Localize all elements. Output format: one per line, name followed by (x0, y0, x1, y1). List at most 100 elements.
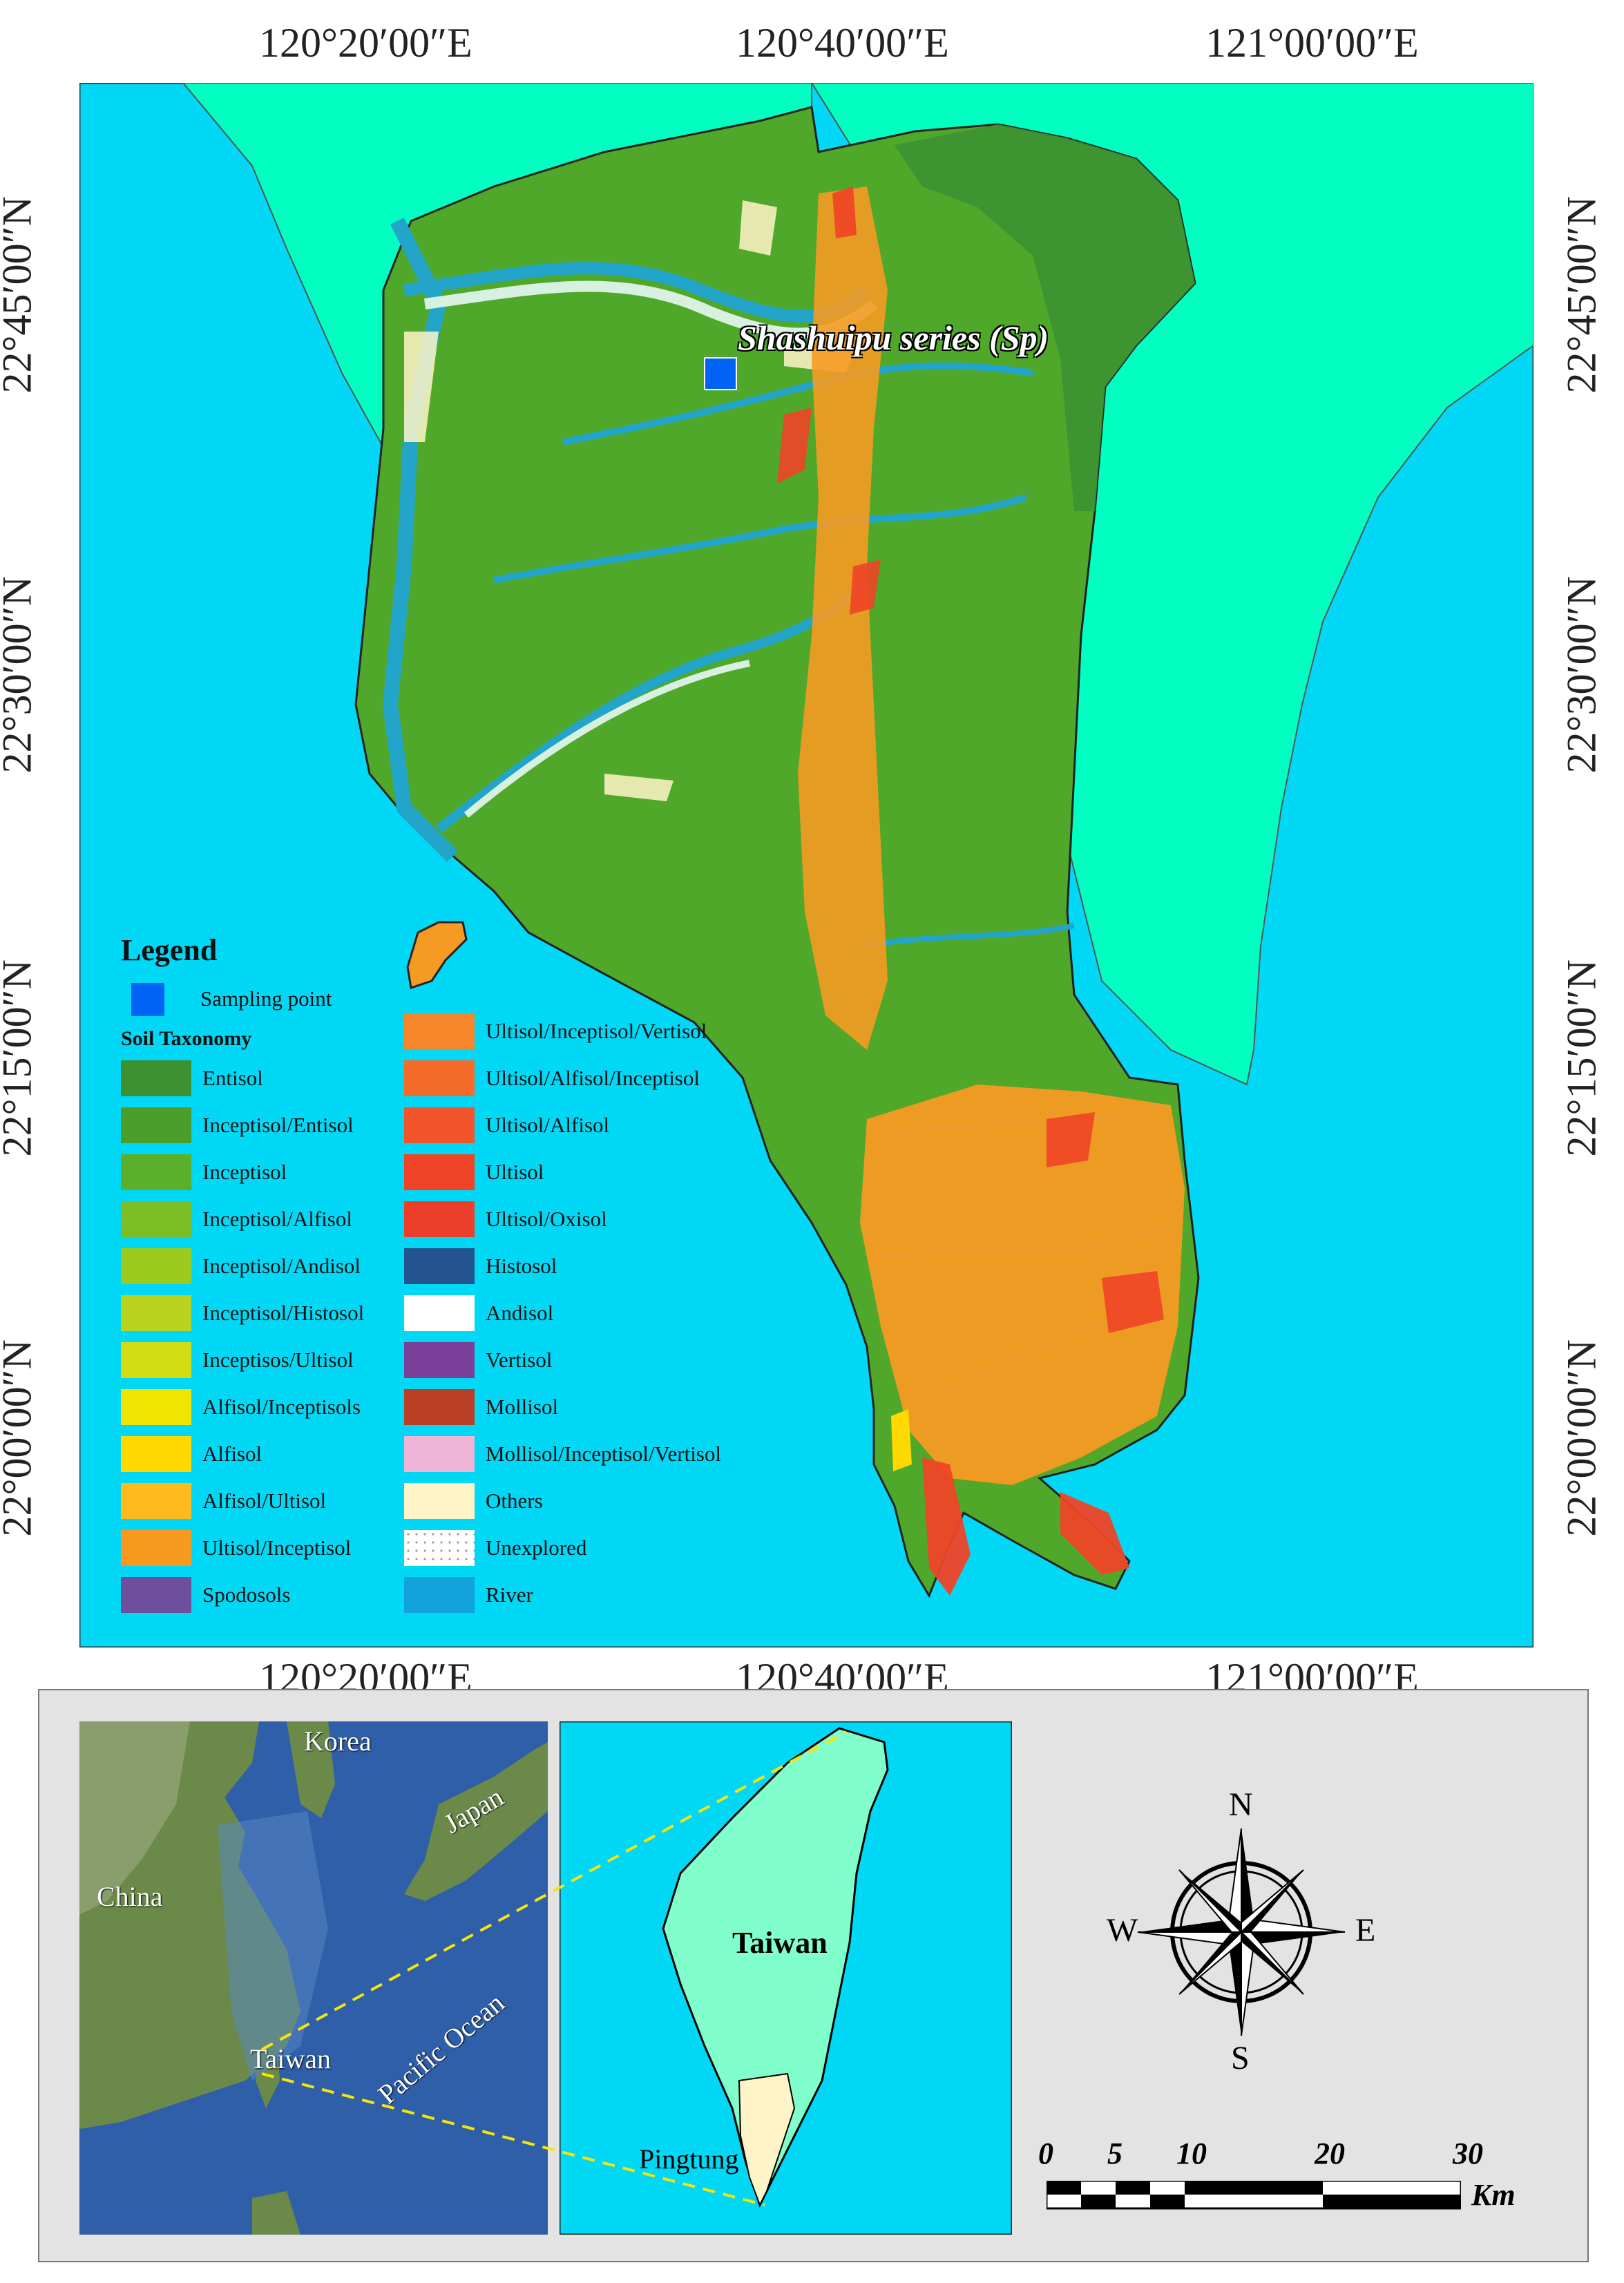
legend-right-label-3: Ultisol (486, 1160, 544, 1184)
legend-left-label-11: Spodosols (202, 1583, 291, 1607)
red-strip-3 (850, 560, 881, 615)
regional-map (79, 1721, 548, 2235)
lon-label-top-2: 120°40′00″E (736, 20, 949, 66)
label-china: China (97, 1881, 163, 1912)
river-main-6 (493, 494, 1027, 584)
scale-unit: Km (1471, 2178, 1516, 2212)
legend-left-label-10: Ultisol/Inceptisol (202, 1536, 352, 1560)
legend-right-swatch-7 (404, 1342, 475, 1378)
luzon-land (252, 2191, 300, 2235)
label-taiwan: Taiwan (732, 1926, 828, 1960)
sampling-point-marker (704, 357, 737, 390)
legend-right-swatch-8 (404, 1389, 475, 1425)
legend-right-swatch-2 (404, 1107, 475, 1143)
taiwan-map (560, 1721, 1012, 2235)
legend-left-swatch-1 (121, 1107, 191, 1143)
legend-left-swatch-0 (121, 1060, 191, 1096)
korea-land (287, 1721, 335, 1818)
legend-right-swatch-0 (404, 1013, 475, 1049)
red-strip-4 (1047, 1112, 1095, 1167)
legend-title: Legend (121, 933, 218, 967)
lat-label-right-3: 22°15′00″N (1558, 959, 1605, 1157)
lat-label-left-1: 22°45′00″N (0, 196, 40, 394)
others-patch-1 (404, 332, 439, 442)
legend-right-label-6: Andisol (486, 1301, 554, 1325)
china-land-light (79, 1721, 190, 1915)
legend-right-swatch-12 (404, 1577, 475, 1613)
legend-left-swatch-10 (121, 1530, 191, 1566)
scale-bar (1047, 2181, 1461, 2210)
soil-taxonomy-heading: Soil Taxonomy (121, 1027, 252, 1050)
red-strip-7 (1102, 1271, 1164, 1333)
island (406, 921, 468, 989)
legend-left-label-3: Inceptisol/Alfisol (202, 1207, 352, 1231)
legend-left-label-6: Inceptisos/Ultisol (202, 1348, 354, 1372)
legend-left-swatch-6 (121, 1342, 191, 1378)
legend-left-label-9: Alfisol/Ultisol (202, 1489, 327, 1513)
compass-e: E (1355, 1912, 1376, 1949)
inset-panel: Korea Japan China Taiwan Pacific Ocean T… (38, 1689, 1589, 2262)
legend-left-swatch-3 (121, 1201, 191, 1237)
legend-right-label-5: Histosol (486, 1254, 557, 1278)
legend-left-label-0: Entisol (202, 1066, 263, 1090)
legend-right-label-12: River (486, 1583, 533, 1607)
compass-rose (1137, 1828, 1346, 2036)
lat-label-right-4: 22°00′00″N (1558, 1339, 1605, 1537)
legend-right-label-8: Mollisol (486, 1395, 559, 1419)
japan-land (404, 1742, 548, 1901)
pingtung-county (738, 2072, 796, 2207)
river-main-5 (562, 362, 1033, 446)
lat-label-left-4: 22°00′00″N (0, 1339, 40, 1537)
scale-tick-0: 0 (1038, 2137, 1053, 2170)
legend-right-swatch-6 (404, 1295, 475, 1331)
legend-right-label-4: Ultisol/Oxisol (486, 1207, 607, 1231)
legend-right-label-10: Others (486, 1489, 543, 1513)
legend-right-swatch-10 (404, 1483, 475, 1519)
lon-label-top-3: 121°00′00″E (1205, 20, 1419, 66)
legend-left-label-5: Inceptisol/Histosol (202, 1301, 365, 1325)
label-pingtung: Pingtung (639, 2143, 739, 2175)
legend-right-swatch-5 (404, 1248, 475, 1284)
lat-label-right-2: 22°30′00″N (1558, 576, 1605, 774)
legend-left-swatch-9 (121, 1483, 191, 1519)
ultisol-south (860, 1085, 1185, 1485)
coast-shelf (218, 1811, 328, 2081)
lon-label-top-1: 120°20′00″E (259, 20, 472, 66)
legend-right-label-2: Ultisol/Alfisol (486, 1113, 610, 1137)
legend-left-label-4: Inceptisol/Andisol (202, 1254, 361, 1278)
others-patch-2 (739, 200, 777, 256)
compass-s: S (1231, 2040, 1250, 2076)
ultisol-belt (798, 187, 888, 1050)
lat-label-left-2: 22°30′00″N (0, 576, 40, 774)
legend-right-label-1: Ultisol/Alfisol/Inceptisol (486, 1066, 700, 1090)
legend-right-label-7: Vertisol (486, 1348, 553, 1372)
red-strip-2 (832, 187, 857, 238)
river-main-7 (859, 923, 1075, 949)
scale-tick-2: 10 (1176, 2137, 1207, 2170)
legend-left-swatch-4 (121, 1248, 191, 1284)
legend-left-swatch-7 (121, 1389, 191, 1425)
legend-left-swatch-2 (121, 1154, 191, 1190)
legend-right-swatch-3 (404, 1154, 475, 1190)
sampling-point-legend-label: Sampling point (200, 986, 332, 1011)
connector-lines (261, 1730, 847, 2206)
others-patch-4 (604, 774, 674, 801)
legend-left-label-2: Inceptisol (202, 1160, 287, 1184)
red-strip-1 (777, 408, 812, 484)
legend-right-label-9: Mollisol/Inceptisol/Vertisol (486, 1442, 721, 1466)
sampling-point-label: Shashuipu series (Sp) (738, 318, 1049, 357)
legend-right-swatch-4 (404, 1201, 475, 1237)
legend-left-label-1: Inceptisol/Entisol (202, 1113, 354, 1137)
sampling-point-swatch (131, 983, 164, 1016)
legend-right-label-11: Unexplored (486, 1536, 587, 1560)
scale-tick-4: 30 (1453, 2137, 1483, 2170)
red-strip-6 (1060, 1492, 1129, 1575)
compass-w: W (1107, 1912, 1138, 1949)
legend-left-label-7: Alfisol/Inceptisols (202, 1395, 361, 1419)
lat-label-right-1: 22°45′00″N (1558, 196, 1605, 394)
entisol-east-block (895, 124, 1195, 511)
red-strip-5 (922, 1458, 971, 1596)
legend-right-swatch-11 (404, 1530, 475, 1566)
scale-tick-3: 20 (1315, 2137, 1345, 2170)
lat-label-left-3: 22°15′00″N (0, 959, 40, 1157)
